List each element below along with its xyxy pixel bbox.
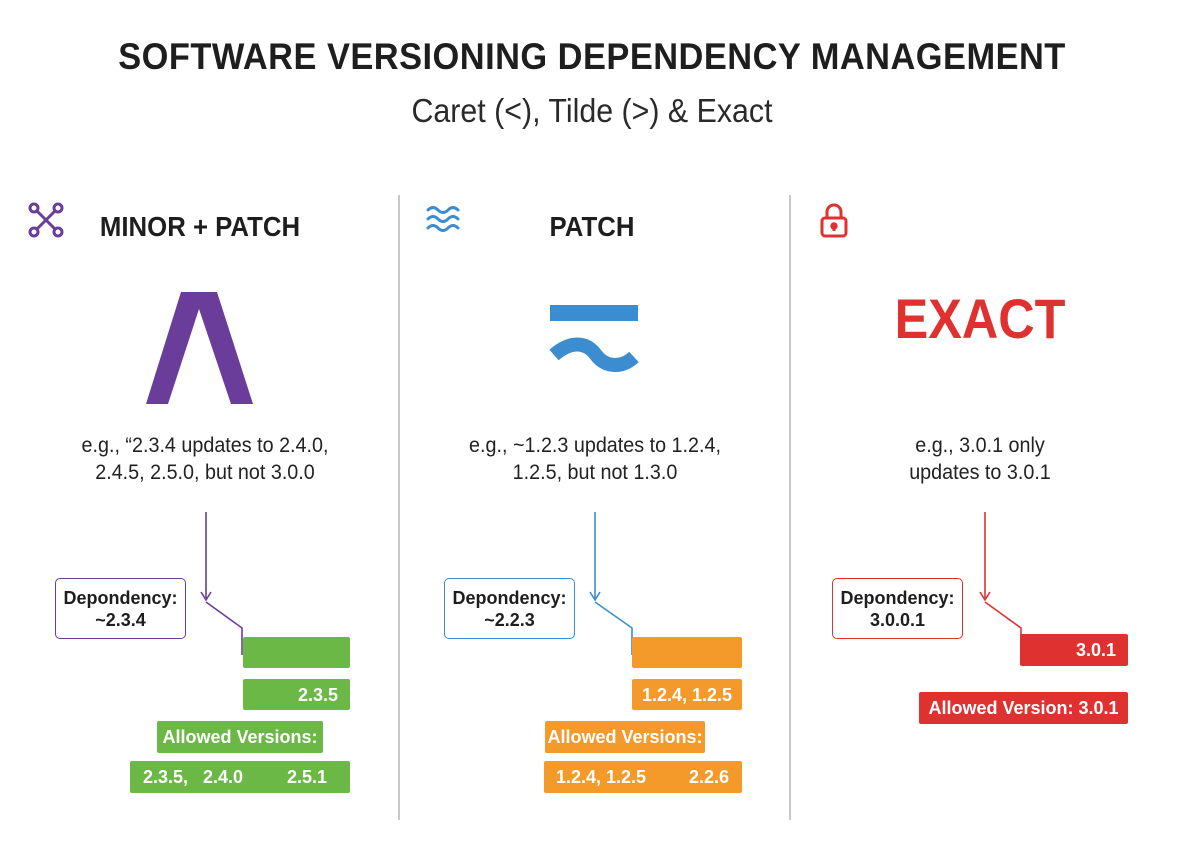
dependency-value: ~2.2.3 — [484, 610, 535, 630]
page-subtitle: Caret (<), Tilde (>) & Exact — [411, 92, 773, 129]
exact-dependency-box: Depondency: 3.0.0.1 — [832, 578, 963, 639]
exact-symbol-text: EXACT — [894, 287, 1066, 350]
tilde-heading: PATCH — [549, 211, 635, 242]
allowed-version: 2.2.6 — [689, 767, 730, 787]
waves-icon — [424, 200, 464, 240]
description-line: updates to 3.0.1 — [909, 461, 1051, 484]
dependency-value: 3.0.0.1 — [869, 610, 926, 630]
lock-icon — [816, 200, 856, 240]
dependency-label: Depondency: — [63, 588, 178, 608]
allowed-version: 2.5.1 — [287, 767, 328, 787]
allowed-version: 1.2.4, 1.2.5 — [556, 767, 647, 787]
dependency-label: Depondency: — [452, 588, 567, 608]
tilde-allowed-versions: 1.2.4, 1.2.5 2.2.6 — [544, 761, 742, 793]
exact-version-bar: 3.0.1 — [1020, 634, 1128, 666]
allowed-version: 2.4.0 — [203, 767, 244, 787]
exact-description: e.g., 3.0.1 only updates to 3.0.1 — [825, 432, 1135, 486]
network-nodes-icon — [26, 200, 66, 240]
tilde-description: e.g., ~1.2.3 updates to 1.2.4, 1.2.5, bu… — [440, 432, 750, 486]
caret-allowed-label: Allowed Versions: — [157, 721, 323, 753]
tilde-allowed-label: Allowed Versions: — [545, 721, 705, 753]
caret-description: e.g., “2.3.4 updates to 2.4.0, 2.4.5, 2.… — [50, 432, 360, 486]
caret-allowed-versions: 2.3.5, 2.4.0 2.5.1 — [130, 761, 350, 793]
caret-version-bar: 2.3.5 — [243, 679, 350, 710]
exact-allowed-label: Allowed Version: 3.0.1 — [919, 692, 1128, 724]
dependency-label: Depondency: — [840, 588, 955, 608]
description-line: 2.4.5, 2.5.0, but not 3.0.0 — [95, 461, 315, 484]
description-line: e.g., 3.0.1 only — [915, 434, 1045, 457]
tilde-dependency-box: Depondency: ~2.2.3 — [444, 578, 575, 639]
tilde-version-bar — [632, 637, 742, 668]
description-line: 1.2.5, but not 1.3.0 — [512, 461, 678, 484]
tilde-symbol-icon — [548, 305, 640, 385]
description-line: e.g., “2.3.4 updates to 2.4.0, — [81, 434, 329, 457]
page-title: SOFTWARE VERSIONING DEPENDENCY MANAGEMEN… — [118, 36, 1066, 77]
column-divider — [789, 195, 791, 820]
caret-heading: MINOR + PATCH — [99, 211, 301, 242]
description-line: e.g., ~1.2.3 updates to 1.2.4, — [469, 434, 721, 457]
dependency-value: ~2.3.4 — [95, 610, 146, 630]
allowed-version: 2.3.5, — [143, 767, 189, 787]
caret-dependency-box: Depondency: ~2.3.4 — [55, 578, 186, 639]
caret-symbol-icon — [145, 292, 255, 404]
tilde-version-bar: 1.2.4, 1.2.5 — [632, 679, 742, 710]
column-divider — [398, 195, 400, 820]
caret-version-bar — [243, 637, 350, 668]
